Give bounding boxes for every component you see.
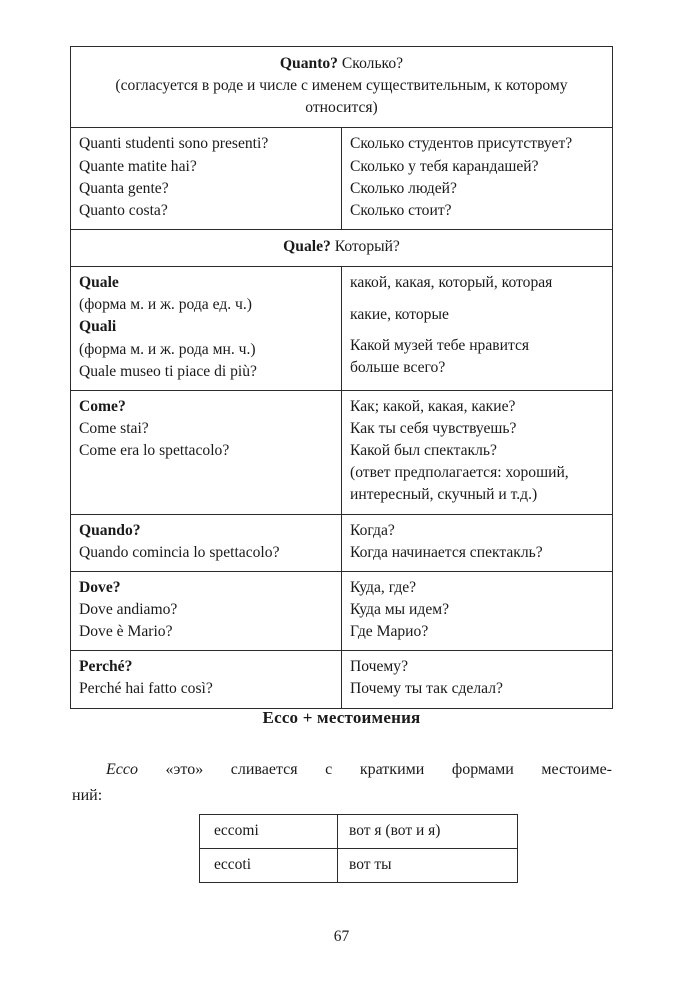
table-row-quanto-header: Quanto? Сколько? (согласуется в роде и ч… <box>70 45 613 129</box>
russian-phrase: Сколько людей? <box>350 179 457 197</box>
cell-form-eccomi: eccomi <box>199 813 338 850</box>
table-row-quando: Quando? Quando comincia lo spettacolo? К… <box>70 513 613 572</box>
spacer <box>350 294 604 303</box>
paragraph-text: «это» сливается с краткими формами место… <box>137 761 612 778</box>
russian-phrase: Когда начинается спектакль? <box>350 543 543 561</box>
cell-translation-eccoti: вот ты <box>337 848 518 884</box>
interrogatives-table: Quanto? Сколько? (согласуется в роде и ч… <box>70 45 613 709</box>
translation-quanto: Сколько? <box>337 55 404 72</box>
italian-phrase: Quale museo ti piace di più? <box>79 362 257 380</box>
italian-term: Come? <box>79 397 126 415</box>
russian-phrase: Сколько у тебя карандашей? <box>350 157 539 175</box>
italian-note: (форма м. и ж. рода мн. ч.) <box>79 340 256 358</box>
table-row-quale-body: Quale (форма м. и ж. рода ед. ч.) Quali … <box>70 266 613 391</box>
section-heading-ecco: Ecco + местоимения <box>262 708 421 727</box>
russian-phrase: Куда мы идем? <box>350 600 450 618</box>
italian-phrase: Perché hai fatto così? <box>79 680 213 698</box>
russian-phrase: Какой музей тебе нравится <box>350 337 530 355</box>
italian-term: Quando? <box>79 521 141 539</box>
ecco-forms-table: eccomi вот я (вот и я) eccoti вот ты <box>199 813 518 884</box>
italian-phrase: Quanto costa? <box>79 201 168 219</box>
cell-russian-quanto: Сколько студентов присутствует? Сколько … <box>341 127 613 230</box>
russian-phrase: Когда? <box>350 521 395 539</box>
table-row-come: Come? Come stai? Come era lo spettacolo?… <box>70 389 613 515</box>
cell-russian-come: Как; какой, какая, какие? Как ты себя чу… <box>341 389 613 515</box>
cell-italian-quando: Quando? Quando comincia lo spettacolo? <box>70 513 342 572</box>
cell-russian-dove: Куда, где? Куда мы идем? Где Марио? <box>341 570 613 652</box>
italian-phrase: Dove è Mario? <box>79 623 173 641</box>
russian-phrase: Почему? <box>350 658 409 676</box>
keyword-quale: Quale? <box>283 237 331 255</box>
table-row: eccomi вот я (вот и я) <box>199 813 518 850</box>
russian-note: (ответ предполагается: хороший, <box>350 464 569 482</box>
italian-phrase: Quante matite hai? <box>79 157 197 175</box>
italian-phrase: Quando comincia lo spettacolo? <box>79 543 280 561</box>
page-number: 67 <box>333 928 350 945</box>
table-row-quale-header: Quale? Который? <box>70 228 613 268</box>
note-quanto: (согласуется в роде и числе с именем сущ… <box>115 77 568 117</box>
russian-phrase: Куда, где? <box>350 578 417 596</box>
cell-translation-eccomi: вот я (вот и я) <box>337 813 518 850</box>
italian-term: Quale <box>79 274 119 292</box>
russian-phrase: какие, которые <box>350 305 449 323</box>
russian-note: интересный, скучный и т.д.) <box>350 486 538 504</box>
table-row-perche: Perché? Perché hai fatto così? Почему? П… <box>70 650 613 709</box>
russian-phrase: Сколько студентов присутствует? <box>350 135 573 153</box>
paragraph-line-1: Ecco «это» сливается с краткими формами … <box>72 757 612 783</box>
translation-quale: Который? <box>330 237 400 255</box>
cell-italian-quanto: Quanti studenti sono presenti? Quante ma… <box>70 127 342 230</box>
ecco-paragraph: Ecco «это» сливается с краткими формами … <box>72 757 612 808</box>
cell-russian-quale: какой, какая, который, которая какие, ко… <box>341 266 613 391</box>
russian-phrase: какой, какая, который, которая <box>350 274 553 292</box>
russian-phrase: Почему ты так сделал? <box>350 680 503 698</box>
cell-form-eccoti: eccoti <box>199 848 338 884</box>
keyword-quanto: Quanto? <box>279 55 338 72</box>
italian-phrase: Come era lo spettacolo? <box>79 442 230 460</box>
italian-term: Quali <box>79 318 117 336</box>
italian-phrase: Quanti studenti sono presenti? <box>79 135 269 153</box>
russian-phrase: Как ты себя чувствуешь? <box>350 419 517 437</box>
cell-russian-perche: Почему? Почему ты так сделал? <box>341 650 613 709</box>
russian-phrase: Сколько стоит? <box>350 201 452 219</box>
russian-phrase: Какой был спектакль? <box>350 442 497 460</box>
paragraph-line-2: ний: <box>72 786 103 804</box>
italian-phrase: Quanta gente? <box>79 179 169 197</box>
italian-phrase: Dove andiamo? <box>79 600 178 618</box>
russian-phrase: Где Марио? <box>350 623 429 641</box>
cell-italian-dove: Dove? Dove andiamo? Dove è Mario? <box>70 570 342 652</box>
table-row-dove: Dove? Dove andiamo? Dove è Mario? Куда, … <box>70 570 613 652</box>
section-header-quale: Quale? Который? <box>70 228 613 268</box>
cell-italian-come: Come? Come stai? Come era lo spettacolo? <box>70 389 342 515</box>
russian-phrase: больше всего? <box>350 359 446 377</box>
cell-italian-perche: Perché? Perché hai fatto così? <box>70 650 342 709</box>
italian-term: Perché? <box>79 658 133 676</box>
cell-russian-quando: Когда? Когда начинается спектакль? <box>341 513 613 572</box>
italic-term-ecco: Ecco <box>106 761 138 778</box>
italian-term: Dove? <box>79 578 121 596</box>
spacer <box>350 326 604 335</box>
table-row-quanto-examples: Quanti studenti sono presenti? Quante ma… <box>70 127 613 230</box>
cell-italian-quale: Quale (форма м. и ж. рода ед. ч.) Quali … <box>70 266 342 391</box>
table-row: eccoti вот ты <box>199 848 518 884</box>
italian-note: (форма м. и ж. рода ед. ч.) <box>79 296 252 314</box>
section-header-quanto: Quanto? Сколько? (согласуется в роде и ч… <box>70 45 613 129</box>
italian-phrase: Come stai? <box>79 419 149 437</box>
russian-phrase: Как; какой, какая, какие? <box>350 397 516 415</box>
